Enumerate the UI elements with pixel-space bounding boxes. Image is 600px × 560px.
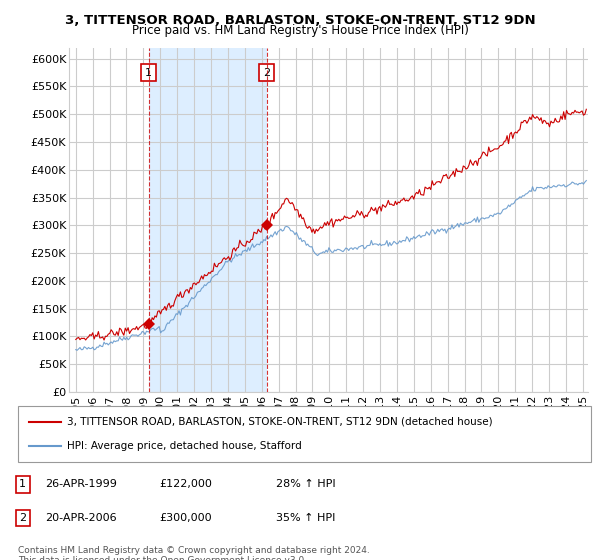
FancyBboxPatch shape [18, 406, 591, 462]
Text: 2: 2 [263, 68, 271, 78]
Text: 26-APR-1999: 26-APR-1999 [45, 479, 117, 489]
Text: HPI: Average price, detached house, Stafford: HPI: Average price, detached house, Staf… [67, 441, 301, 451]
Text: 2: 2 [19, 513, 26, 523]
Bar [149, 48, 267, 392]
Text: £300,000: £300,000 [159, 513, 212, 523]
Text: 3, TITTENSOR ROAD, BARLASTON, STOKE-ON-TRENT, ST12 9DN (detached house): 3, TITTENSOR ROAD, BARLASTON, STOKE-ON-T… [67, 417, 493, 427]
Text: 1: 1 [19, 479, 26, 489]
Text: 1: 1 [145, 68, 152, 78]
Text: 3, TITTENSOR ROAD, BARLASTON, STOKE-ON-TRENT, ST12 9DN: 3, TITTENSOR ROAD, BARLASTON, STOKE-ON-T… [65, 14, 535, 27]
Text: Contains HM Land Registry data © Crown copyright and database right 2024.
This d: Contains HM Land Registry data © Crown c… [18, 546, 370, 560]
Text: £122,000: £122,000 [159, 479, 212, 489]
Text: 20-APR-2006: 20-APR-2006 [45, 513, 116, 523]
Text: 35% ↑ HPI: 35% ↑ HPI [276, 513, 335, 523]
Text: 28% ↑ HPI: 28% ↑ HPI [276, 479, 335, 489]
Text: Price paid vs. HM Land Registry's House Price Index (HPI): Price paid vs. HM Land Registry's House … [131, 24, 469, 36]
